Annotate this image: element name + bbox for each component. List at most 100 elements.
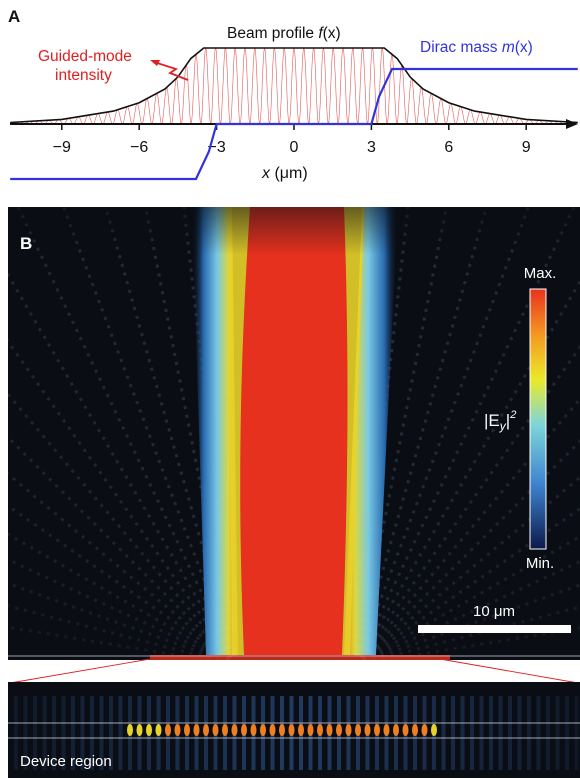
dirac-mass-label: Dirac mass m(x) [420, 39, 533, 56]
device-inset-hotspot [155, 724, 162, 736]
device-inset-stripe [42, 696, 47, 770]
diffraction-ray [8, 581, 227, 660]
device-inset-hotspot [203, 724, 209, 736]
diffraction-ray [357, 278, 580, 660]
device-inset-hotspot [165, 724, 171, 736]
device-inset-hotspot [374, 724, 380, 736]
device-inset-hotspot [212, 724, 219, 736]
panel-b-label: B [20, 234, 32, 253]
device-inset-stripe [479, 696, 484, 770]
device-inset-hotspot [364, 724, 371, 736]
diffraction-ray [365, 583, 580, 660]
device-inset-hotspot [193, 724, 200, 736]
zoom-line-left [9, 658, 151, 684]
device-inset-stripe [536, 696, 541, 770]
diffraction-ray [8, 338, 235, 660]
device-inset-pattern [14, 696, 579, 770]
device-inset-hotspot [136, 724, 143, 736]
device-inset-hotspot [260, 724, 266, 736]
device-inset-stripe [517, 696, 522, 770]
x-tick-label: 6 [444, 139, 453, 156]
device-inset-hotspot [393, 724, 399, 736]
device-strip [150, 655, 450, 660]
x-tick-label: 9 [522, 139, 531, 156]
device-inset-hotspot [307, 724, 314, 736]
device-inset-hotspot [421, 724, 428, 736]
device-inset-hotspot [222, 724, 228, 736]
device-inset-stripe [527, 696, 531, 770]
diffraction-ray [8, 504, 232, 660]
guided-mode-pointer-arrow [153, 61, 189, 81]
diffraction-ray [8, 604, 223, 660]
device-inset-hotspot [336, 724, 342, 736]
device-inset-hotspot [326, 724, 333, 736]
top-fade-overlay [8, 207, 580, 327]
x-axis-title: x (μm) [261, 165, 308, 182]
device-inset-hotspot [355, 724, 361, 736]
x-axis-arrowhead [566, 119, 578, 129]
device-inset-stripe [109, 696, 113, 770]
device-inset-hotspot [288, 724, 295, 736]
guided-mode-label-line2: intensity [55, 67, 112, 84]
panel-a-plot: A −9 −6 −3 0 3 6 9 Beam profile f(x) Guided-mo… [8, 7, 578, 182]
device-inset-stripe [14, 696, 18, 770]
device-inset-hotspot [250, 724, 257, 736]
dirac-mass-curve [10, 67, 578, 181]
panel-a-label: A [8, 7, 20, 26]
device-inset-stripe [52, 696, 56, 770]
device-region-label: Device region [20, 753, 112, 770]
device-inset-stripe [33, 696, 37, 770]
device-inset-hotspot [431, 724, 437, 736]
device-inset-stripe [546, 696, 550, 770]
device-inset-stripe [555, 696, 560, 770]
colorbar [529, 288, 547, 550]
device-inset-hotspot [269, 724, 276, 736]
device-inset-stripe [90, 696, 94, 770]
x-tick-label: −6 [130, 139, 148, 156]
device-inset-hotspot [184, 724, 190, 736]
diffraction-ray [8, 271, 235, 660]
device-inset-stripe [460, 696, 465, 770]
scale-bar-label: 10 μm [473, 603, 515, 620]
device-inset-stripe [451, 696, 455, 770]
diffraction-ray [369, 605, 580, 660]
device-inset-hotspot [298, 724, 304, 736]
colorbar-quantity-label: |Ey|2 [484, 409, 516, 433]
device-inset-stripe [574, 696, 579, 770]
guided-mode-label-line1: Guided-mode [38, 48, 132, 65]
device-inset-hotspot [402, 724, 409, 736]
device-inset-stripe [23, 696, 28, 770]
diffraction-ray [357, 344, 580, 660]
x-tick-label: 3 [367, 139, 376, 156]
device-inset-stripe [71, 696, 75, 770]
device-inset-hotspot [279, 724, 285, 736]
device-inset-hotspot [174, 724, 181, 736]
diffraction-ray [377, 626, 580, 660]
device-inset-stripe [61, 696, 66, 770]
x-tick-label: −9 [53, 139, 71, 156]
device-inset-hotspot [412, 724, 418, 736]
diffraction-ray [8, 532, 231, 660]
beam-profile-curve [10, 47, 578, 124]
x-tick-label: 0 [290, 139, 299, 156]
diffraction-ray [8, 625, 215, 660]
device-inset-hotspot [146, 724, 152, 736]
colorbar-max-label: Max. [524, 265, 557, 282]
device-inset-stripe [118, 696, 123, 770]
device-inset-stripe [470, 696, 474, 770]
device-inset-stripe [80, 696, 85, 770]
device-inset-hotspot [345, 724, 352, 736]
device-inset-stripe [508, 696, 512, 770]
device-inset-stripe [565, 696, 569, 770]
diffraction-ray [361, 534, 580, 660]
device-inset-stripe [489, 696, 493, 770]
device-inset-hotspot [383, 724, 390, 736]
device-inset-hotspot [231, 724, 238, 736]
device-inset-hotspot [241, 724, 247, 736]
device-inset-hotspot [317, 724, 323, 736]
guided-mode-pointer-arrowhead [150, 60, 160, 66]
device-inset-stripe [441, 696, 446, 770]
device-inset-hotspot [127, 724, 133, 736]
